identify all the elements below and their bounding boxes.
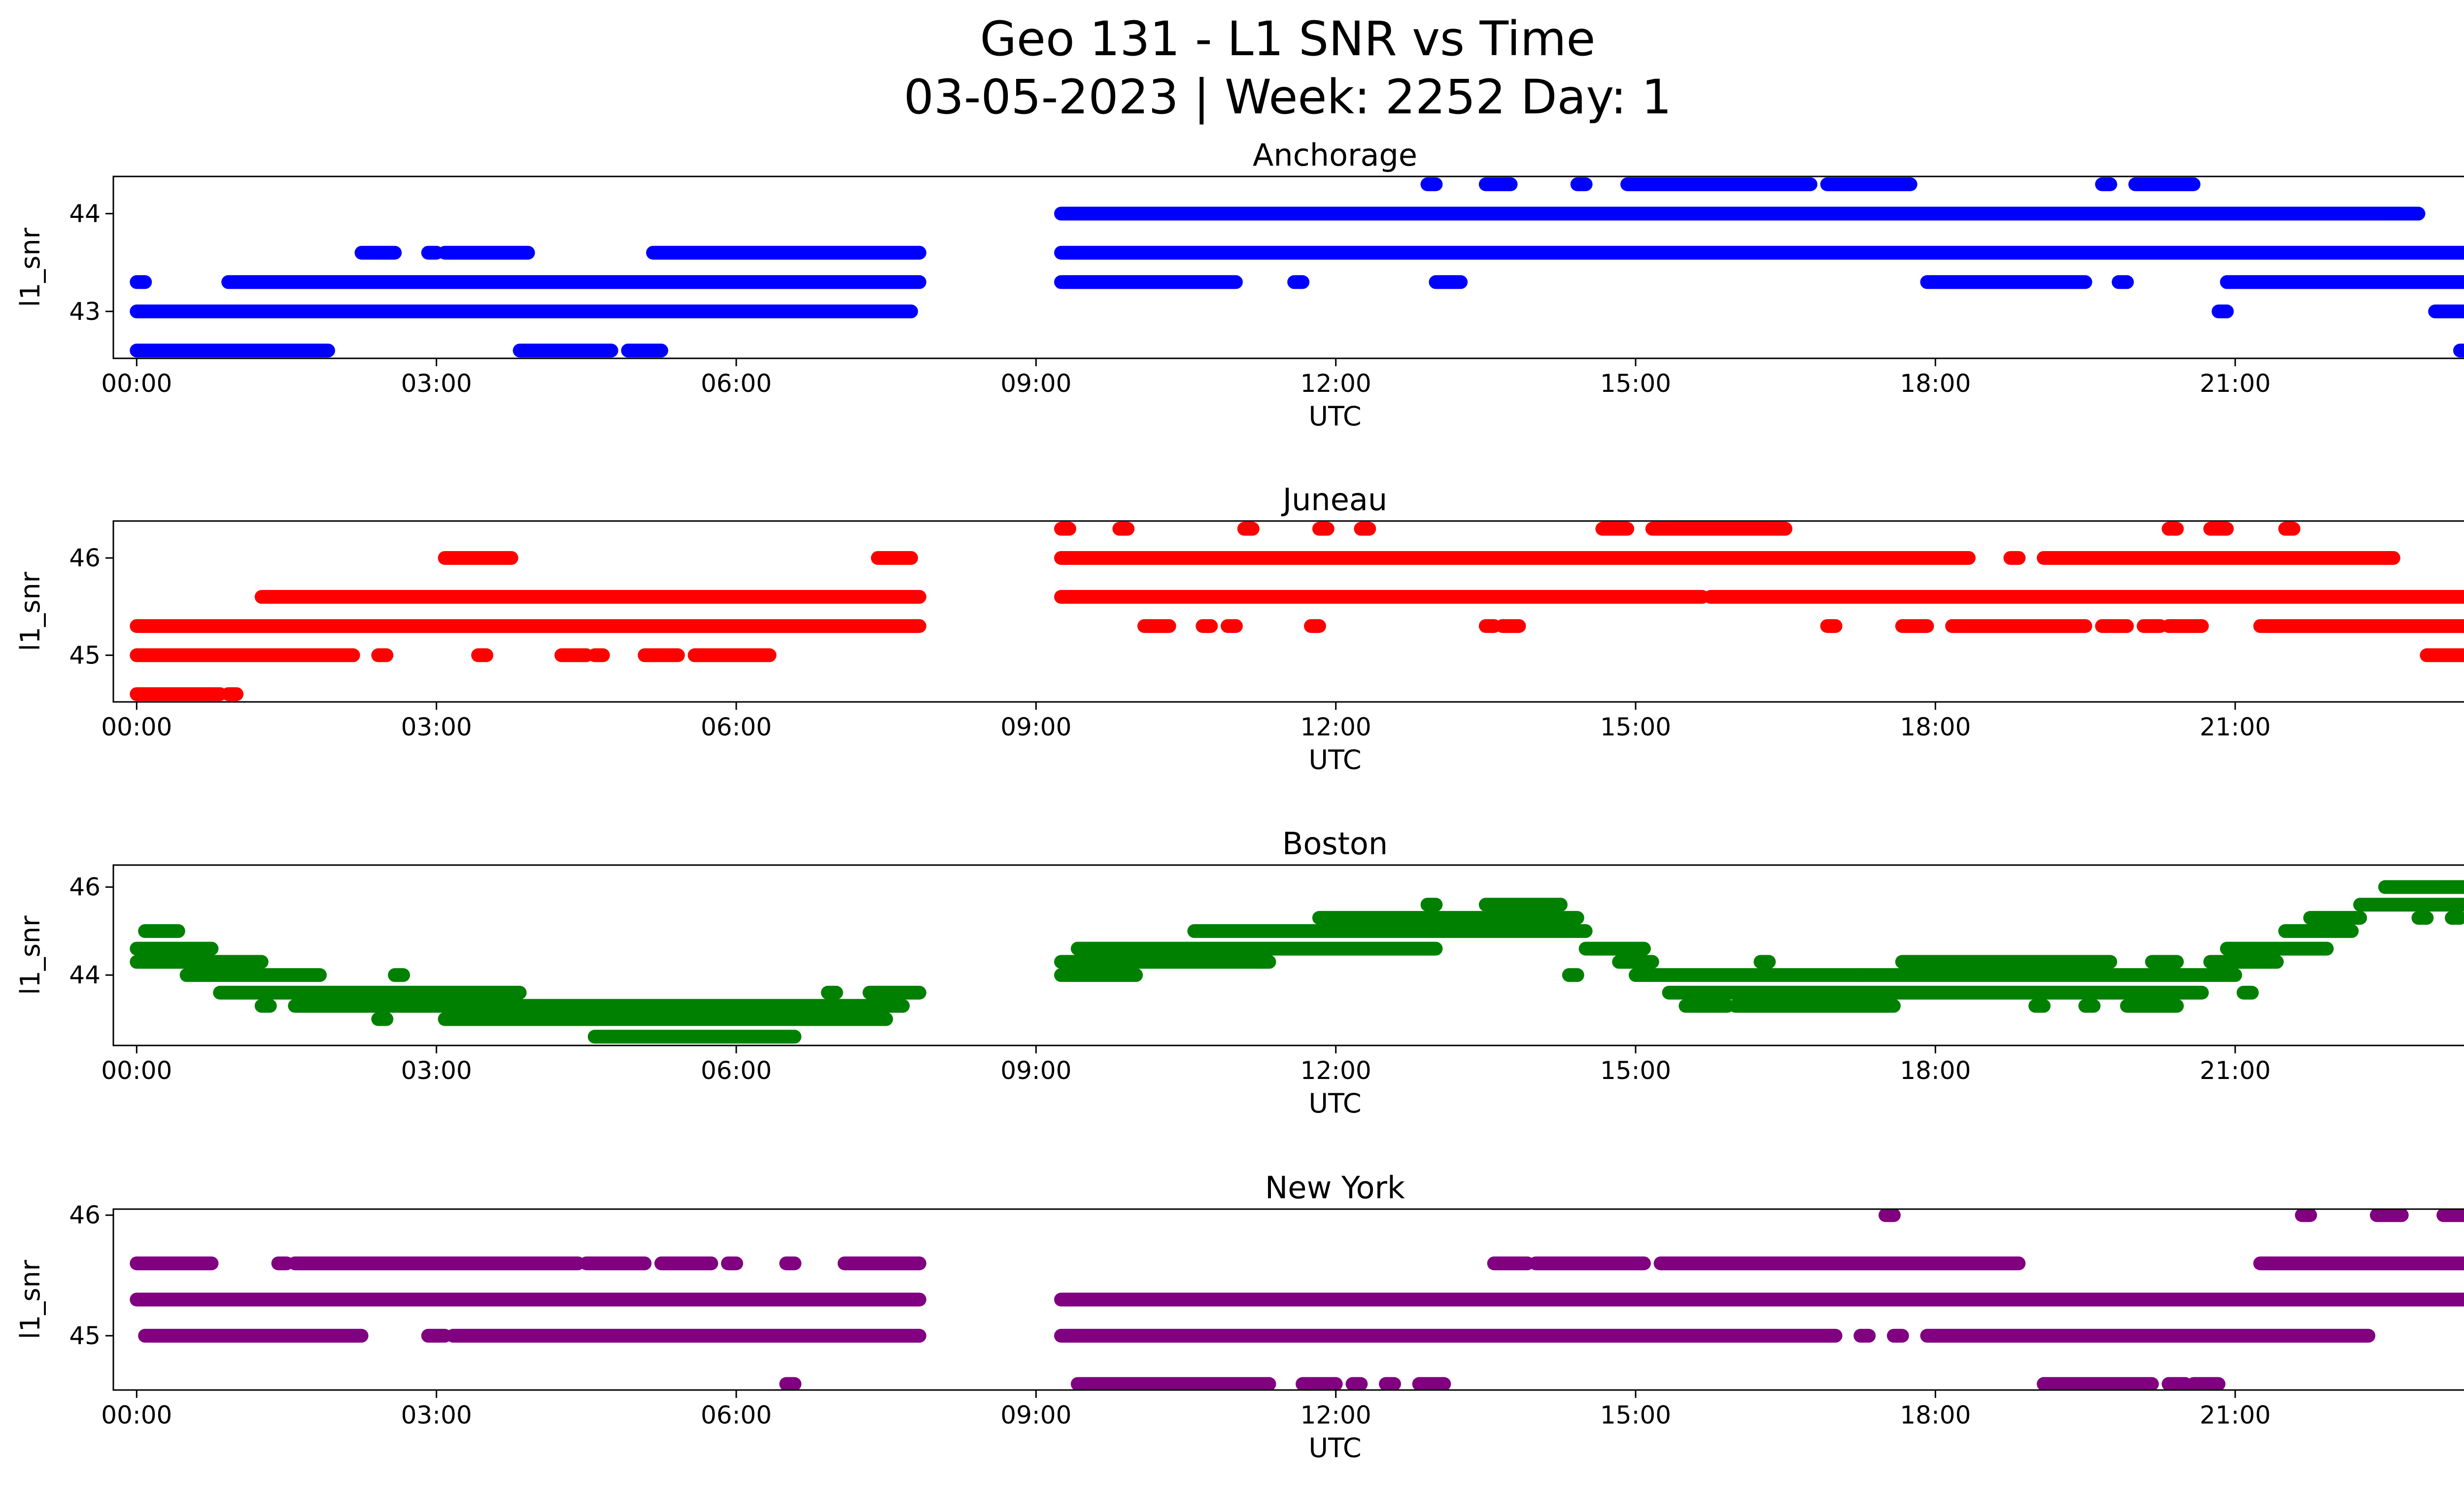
- y-tick-label: 45: [69, 1321, 101, 1350]
- x-tick-label: 03:00: [401, 1056, 472, 1085]
- anchorage-data-points: [130, 177, 2464, 358]
- anchorage-subplot-title: Anchorage: [1253, 137, 1417, 173]
- x-tick-label: 18:00: [1900, 713, 1971, 741]
- y-tick-label: 46: [69, 1201, 101, 1229]
- anchorage-x-axis-label: UTC: [1308, 401, 1361, 432]
- boston-subplot-title: Boston: [1282, 826, 1388, 862]
- x-tick-label: 15:00: [1600, 369, 1671, 398]
- x-tick-label: 09:00: [1000, 369, 1071, 398]
- juneau-subplot-title: Juneau: [1281, 482, 1387, 518]
- y-tick-label: 43: [69, 297, 101, 326]
- subplot-boston: 00:00 03:00 06:00 09:00 12:00 15:00 18:00 21:00…: [15, 826, 2464, 1119]
- boston-x-axis-label: UTC: [1308, 1088, 1361, 1119]
- x-tick-label: 12:00: [1300, 713, 1371, 741]
- x-tick-label: 09:00: [1000, 1401, 1071, 1429]
- boston-y-axis-label: l1_snr: [15, 915, 46, 995]
- y-tick-label: 45: [69, 641, 101, 669]
- anchorage-axes-frame: [112, 175, 2464, 359]
- figure-title-line-2: 03-05-2023 | Week: 2252 Day: 1: [903, 70, 1672, 125]
- x-tick-label: 21:00: [2200, 369, 2271, 398]
- x-tick-label: 12:00: [1300, 1056, 1371, 1085]
- x-tick-label: 00:00: [101, 1401, 172, 1429]
- x-tick-label: 15:00: [1600, 713, 1671, 741]
- new-york-x-axis-label: UTC: [1308, 1432, 1361, 1463]
- x-tick-label: 09:00: [1000, 1056, 1071, 1085]
- x-tick-label: 12:00: [1300, 1401, 1371, 1429]
- x-tick-label: 18:00: [1900, 1401, 1971, 1429]
- x-tick-label: 18:00: [1900, 1056, 1971, 1085]
- y-tick-label: 46: [69, 544, 101, 572]
- x-tick-label: 21:00: [2200, 1401, 2271, 1429]
- x-tick-label: 09:00: [1000, 713, 1071, 741]
- subplot-new-york: 00:00 03:00 06:00 09:00 12:00 15:00 18:00 21:00…: [15, 1170, 2464, 1463]
- y-tick-label: 44: [69, 961, 101, 989]
- new-york-data-points: [130, 1209, 2464, 1390]
- anchorage-y-axis-label: l1_snr: [15, 227, 46, 307]
- x-tick-label: 03:00: [401, 1401, 472, 1429]
- x-tick-label: 06:00: [701, 713, 772, 741]
- x-tick-label: 06:00: [701, 1401, 772, 1429]
- figure-title-line-1: Geo 131 - L1 SNR vs Time: [980, 11, 1596, 67]
- x-tick-label: 12:00: [1300, 369, 1371, 398]
- x-tick-label: 00:00: [101, 713, 172, 741]
- x-tick-label: 03:00: [401, 713, 472, 741]
- x-tick-label: 00:00: [101, 369, 172, 398]
- boston-axes-frame: [112, 864, 2464, 1046]
- juneau-data-points: [130, 522, 2464, 701]
- boston-data-points: [130, 880, 2464, 1044]
- juneau-y-axis-label: l1_snr: [15, 571, 46, 651]
- y-tick-label: 44: [69, 199, 101, 228]
- figure-title: Geo 131 - L1 SNR vs Time 03-05-2023 | We…: [0, 10, 2464, 126]
- juneau-axes-frame: [112, 520, 2464, 703]
- x-tick-label: 21:00: [2200, 713, 2271, 741]
- y-tick-label: 46: [69, 873, 101, 902]
- juneau-x-axis-label: UTC: [1308, 744, 1361, 775]
- subplot-juneau: 00:00 03:00 06:00 09:00 12:00 15:00 18:00 21:00…: [15, 482, 2464, 775]
- x-tick-label: 15:00: [1600, 1401, 1671, 1429]
- new-york-subplot-title: New York: [1265, 1170, 1405, 1206]
- x-tick-label: 06:00: [701, 369, 772, 398]
- new-york-axes-frame: [112, 1208, 2464, 1391]
- x-tick-label: 21:00: [2200, 1056, 2271, 1085]
- x-tick-label: 03:00: [401, 369, 472, 398]
- new-york-y-axis-label: l1_snr: [15, 1259, 46, 1339]
- x-tick-label: 15:00: [1600, 1056, 1671, 1085]
- subplot-anchorage: 00:00 03:00 06:00 09:00 12:00 15:00 18:00 21:00…: [15, 137, 2464, 432]
- x-tick-label: 18:00: [1900, 369, 1971, 398]
- x-tick-label: 00:00: [101, 1056, 172, 1085]
- x-tick-label: 06:00: [701, 1056, 772, 1085]
